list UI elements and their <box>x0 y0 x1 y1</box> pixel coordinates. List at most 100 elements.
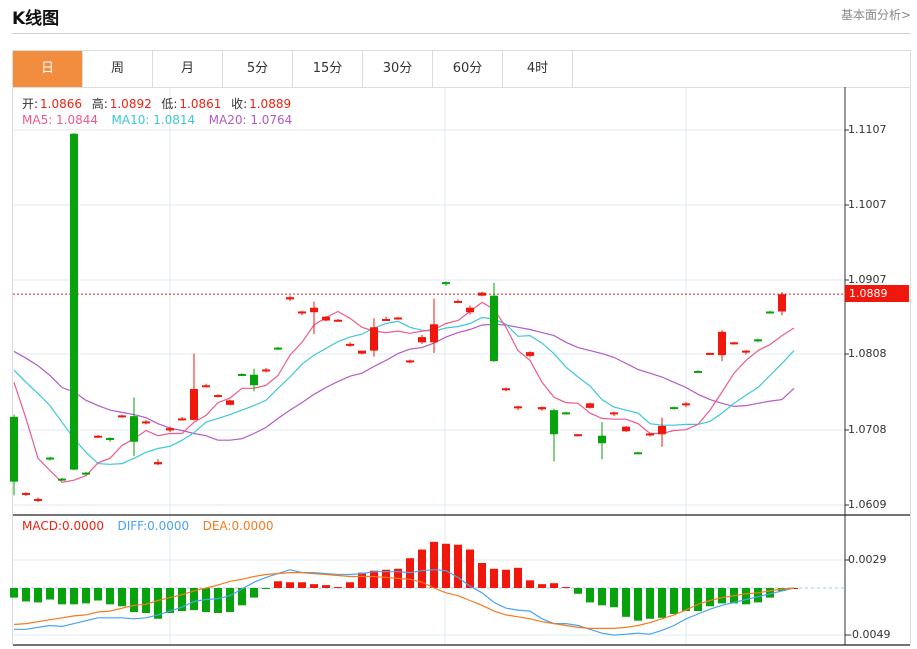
candle-body <box>298 311 306 314</box>
tab-60min[interactable]: 60分 <box>433 51 503 87</box>
price-tick: 1.0609 <box>848 498 887 511</box>
candle-body <box>394 317 402 320</box>
candle-body <box>682 403 690 406</box>
macd-bar <box>766 588 774 598</box>
candle <box>10 414 18 496</box>
candle-body <box>514 406 522 409</box>
low-label: 低: <box>161 97 178 111</box>
candle-body <box>334 319 342 322</box>
candle-body <box>370 327 378 351</box>
tab-5min[interactable]: 5分 <box>223 51 293 87</box>
candle <box>382 316 390 322</box>
candle <box>166 426 174 432</box>
candle <box>130 397 138 457</box>
candle <box>82 471 90 475</box>
macd-bar <box>106 588 114 605</box>
macd-bar <box>46 588 54 600</box>
candle <box>70 133 78 471</box>
macd-bar <box>442 543 450 588</box>
chart-area[interactable] <box>12 87 911 645</box>
candle <box>58 477 66 481</box>
candle <box>238 373 246 377</box>
candle-body <box>202 385 210 388</box>
candle <box>418 334 426 344</box>
macd-bar <box>502 569 510 588</box>
candle <box>610 411 618 417</box>
candle-body <box>310 307 318 313</box>
macd-bar <box>274 581 282 588</box>
candle <box>490 282 498 362</box>
diff-line <box>14 569 795 636</box>
candle-body <box>118 415 126 418</box>
macd-bar <box>658 588 666 618</box>
candle <box>730 341 738 345</box>
tab-month[interactable]: 月 <box>153 51 223 87</box>
fundamental-analysis-link[interactable]: 基本面分析> <box>840 8 911 22</box>
dea-value: DEA:0.0000 <box>202 519 274 533</box>
candle-body <box>34 498 42 501</box>
candle-body <box>418 337 426 343</box>
candle-body <box>502 388 510 391</box>
candle-body <box>706 352 714 355</box>
macd-bar <box>694 588 702 612</box>
candle-body <box>430 324 438 343</box>
macd-bar <box>418 549 426 588</box>
macd-bar <box>634 588 642 621</box>
macd-bar <box>58 588 66 605</box>
macd-bar <box>526 580 534 588</box>
candle <box>202 383 210 388</box>
candle <box>226 399 234 406</box>
macd-bar <box>190 588 198 611</box>
open-label: 开: <box>22 97 39 111</box>
candle-body <box>358 350 366 354</box>
price-tick: 1.1007 <box>848 198 887 211</box>
candle <box>574 434 582 437</box>
candle-body <box>82 472 90 475</box>
candle-body <box>454 300 462 303</box>
macd-bar <box>370 570 378 588</box>
candle-body <box>718 331 726 356</box>
macd-bar <box>130 588 138 613</box>
tab-30min[interactable]: 30分 <box>363 51 433 87</box>
candle-body <box>10 416 18 482</box>
candle-body <box>694 370 702 373</box>
macd-bar <box>610 588 618 608</box>
candle <box>178 416 186 421</box>
candle <box>142 419 150 425</box>
macd-bar <box>238 588 246 606</box>
price-tick: 1.0708 <box>848 423 887 436</box>
macd-bar <box>286 582 294 588</box>
candle-body <box>598 435 606 444</box>
candle-body <box>106 437 114 440</box>
candle-body <box>190 389 198 420</box>
candle <box>646 432 654 437</box>
tab-4hour[interactable]: 4时 <box>503 51 573 87</box>
candle <box>742 349 750 355</box>
candle-body <box>670 407 678 410</box>
candle-body <box>562 412 570 415</box>
macd-bar <box>490 568 498 588</box>
candle <box>670 406 678 410</box>
candle <box>526 351 534 358</box>
macd-bar <box>118 588 126 607</box>
macd-bar <box>478 563 486 588</box>
ma20-value: MA20: 1.0764 <box>208 113 293 127</box>
candle-body <box>322 316 330 321</box>
candle <box>778 291 786 316</box>
tab-week[interactable]: 周 <box>83 51 153 87</box>
macd-bar <box>382 569 390 588</box>
macd-tick: 0.0029 <box>848 553 887 566</box>
candle-body <box>130 416 138 442</box>
candle-body <box>286 297 294 300</box>
candle-body <box>166 428 174 431</box>
macd-bar <box>346 582 354 588</box>
candle <box>502 387 510 392</box>
tab-15min[interactable]: 15分 <box>293 51 363 87</box>
diff-value: DIFF:0.0000 <box>117 519 190 533</box>
macd-bar <box>514 567 522 588</box>
macd-bar <box>70 588 78 605</box>
candle <box>346 342 354 347</box>
tab-day[interactable]: 日 <box>13 51 83 87</box>
macd-bar <box>226 588 234 613</box>
